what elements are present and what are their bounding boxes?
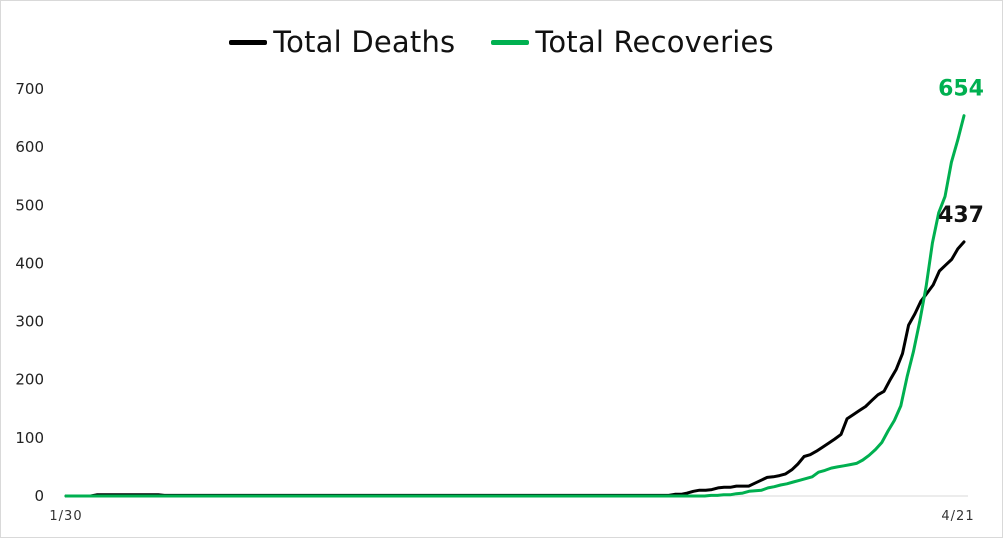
end-labels: 437 654: [938, 77, 984, 228]
x-tick-label: 1/30: [49, 509, 82, 524]
legend-item-total-deaths: Total Deaths: [229, 25, 455, 59]
y-tick-label: 100: [15, 429, 44, 447]
x-axis: 1/30 4/21: [49, 509, 974, 524]
y-tick-label: 500: [15, 196, 44, 214]
legend-label-total-deaths: Total Deaths: [273, 25, 456, 59]
series-line-total-deaths: [64, 240, 966, 498]
x-tick-label: 4/21: [941, 509, 974, 524]
y-tick-label: 300: [15, 313, 44, 331]
legend: Total Deaths Total Recoveries: [0, 20, 1003, 64]
legend-item-total-recoveries: Total Recoveries: [491, 25, 774, 59]
y-tick-label: 700: [15, 80, 44, 98]
y-tick-label: 200: [15, 371, 44, 389]
legend-swatch-total-deaths: [229, 39, 268, 45]
y-tick-label: 400: [15, 254, 44, 272]
series-lines: [64, 114, 966, 498]
legend-swatch-total-recoveries: [491, 39, 530, 45]
legend-label-total-recoveries: Total Recoveries: [535, 25, 774, 59]
y-axis: 0 100 200 300 400 500 600 700: [15, 80, 44, 505]
end-label-total-recoveries: 654: [938, 77, 984, 102]
series-line-total-recoveries: [64, 114, 966, 498]
y-tick-label: 0: [34, 487, 44, 505]
y-tick-label: 600: [15, 138, 44, 156]
end-label-total-deaths: 437: [938, 203, 984, 228]
